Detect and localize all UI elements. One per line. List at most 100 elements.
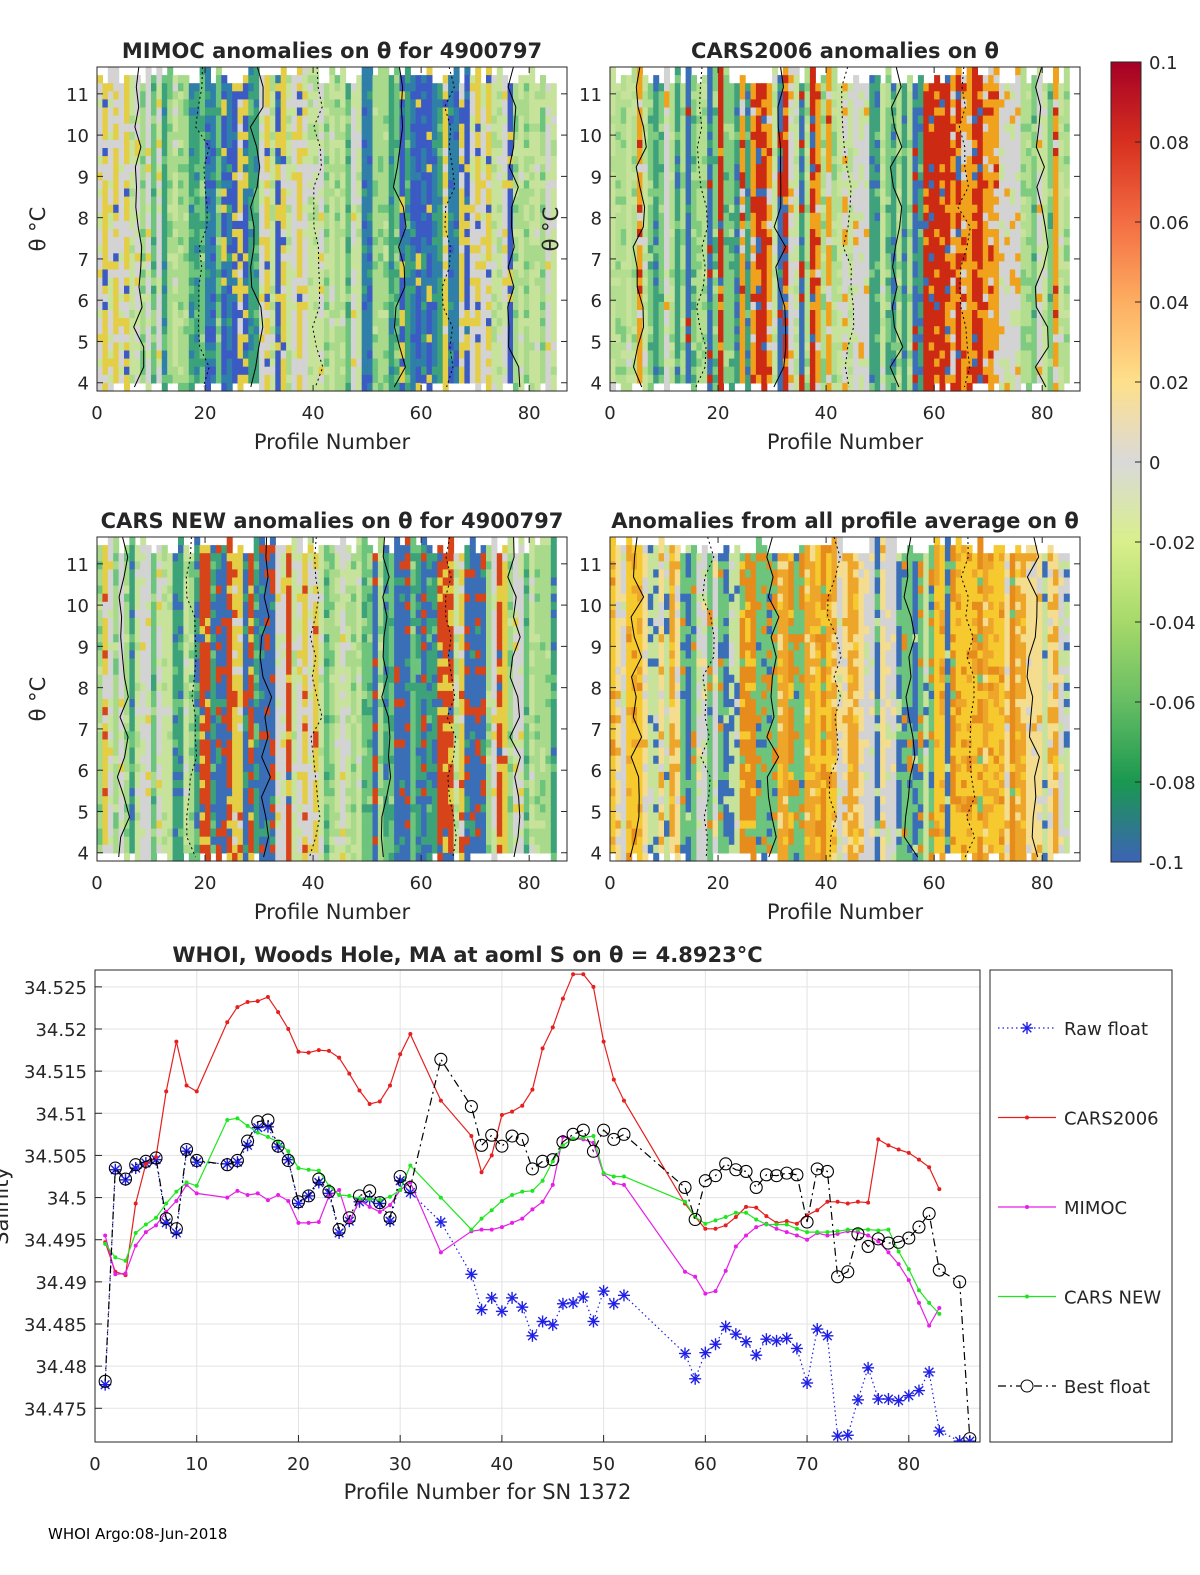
heatmap-cell	[421, 83, 428, 92]
heatmap-cell	[626, 382, 633, 392]
heatmap-cell	[296, 342, 303, 352]
heatmap-cell	[496, 107, 503, 117]
heatmap-cell	[340, 67, 347, 76]
heatmap-cell	[502, 91, 509, 100]
heatmap-cell	[788, 293, 795, 303]
heatmap-cell	[237, 123, 244, 133]
heatmap-cell	[313, 310, 320, 319]
heatmap-cell	[496, 350, 503, 360]
heatmap-cell	[221, 204, 228, 214]
heatmap-cell	[291, 172, 298, 181]
heatmap-cell	[782, 148, 789, 157]
heatmap-cell	[626, 204, 633, 214]
heatmap-cell	[529, 358, 536, 368]
heatmap-cell	[302, 83, 309, 92]
heatmap-cell	[610, 366, 616, 376]
heatmap-cell	[172, 188, 179, 198]
heatmap-cell	[728, 318, 735, 327]
heatmap-cell	[437, 310, 444, 319]
heatmap-cell	[631, 123, 638, 133]
heatmap-cell	[307, 229, 314, 238]
heatmap-cell	[464, 196, 471, 206]
heatmap-cell	[685, 237, 692, 246]
heatmap-cell	[804, 374, 811, 384]
heatmap-cell	[340, 366, 347, 376]
heatmap-cell	[156, 139, 163, 149]
heatmap-cell	[172, 180, 179, 190]
heatmap-cell	[118, 366, 125, 376]
heatmap-cell	[826, 269, 833, 279]
heatmap-cell	[826, 237, 833, 246]
heatmap-cell	[685, 148, 692, 157]
heatmap-cell	[232, 374, 239, 384]
heatmap-cell	[626, 342, 633, 352]
heatmap-cell	[502, 204, 509, 214]
heatmap-cell	[183, 342, 190, 352]
heatmap-cell	[545, 374, 552, 384]
heatmap-cell	[540, 164, 546, 173]
heatmap-cell	[820, 164, 827, 173]
heatmap-cell	[291, 204, 298, 214]
heatmap-cell	[615, 180, 622, 190]
heatmap-cell	[318, 293, 325, 303]
heatmap-cell	[761, 310, 768, 319]
heatmap-cell	[237, 334, 244, 343]
heatmap-cell	[367, 293, 374, 303]
heatmap-cell	[772, 67, 779, 76]
heatmap-cell	[750, 91, 757, 100]
heatmap-cell	[361, 245, 368, 254]
heatmap-cell	[410, 374, 417, 384]
heatmap-cell	[696, 148, 703, 157]
heatmap-cell	[242, 261, 249, 271]
heatmap-cell	[788, 131, 795, 141]
heatmap-cell	[226, 366, 233, 376]
heatmap-cell	[464, 301, 471, 311]
heatmap-cell	[685, 301, 692, 311]
heatmap-cell	[464, 366, 471, 376]
heatmap-cell	[259, 91, 266, 100]
heatmap-cell	[394, 204, 401, 214]
heatmap-cell	[394, 293, 401, 303]
heatmap-cell	[372, 220, 379, 230]
heatmap-cell	[291, 277, 298, 287]
heatmap-cell	[118, 318, 125, 327]
heatmap-cell	[620, 196, 627, 206]
heatmap-cell	[97, 107, 103, 117]
heatmap-cell	[809, 269, 816, 279]
heatmap-cell	[815, 285, 822, 295]
heatmap-cell	[658, 301, 665, 311]
heatmap-cell	[145, 123, 152, 133]
heatmap-cell	[399, 366, 406, 376]
heatmap-cell	[772, 139, 779, 149]
heatmap-cell	[664, 212, 670, 222]
heatmap-cell	[739, 204, 746, 214]
heatmap-cell	[237, 107, 244, 117]
heatmap-cell	[491, 261, 498, 271]
heatmap-cell	[124, 212, 130, 222]
heatmap-cell	[469, 164, 476, 173]
heatmap-cell	[496, 75, 503, 84]
heatmap-cell	[275, 374, 282, 384]
heatmap-cell	[388, 172, 395, 181]
heatmap-cell	[194, 172, 201, 181]
heatmap-cell	[809, 220, 816, 230]
heatmap-cell	[615, 374, 622, 384]
heatmap-cell	[658, 269, 665, 279]
heatmap-cell	[356, 204, 363, 214]
heatmap-cell	[232, 131, 239, 141]
heatmap-cell	[507, 172, 514, 181]
heatmap-cell	[188, 91, 195, 100]
heatmap-cell	[102, 220, 109, 230]
heatmap-cell	[723, 358, 730, 368]
heatmap-cell	[372, 245, 379, 254]
heatmap-cell	[653, 156, 660, 165]
heatmap-cell	[637, 172, 643, 181]
heatmap-cell	[772, 334, 779, 343]
heatmap-cell	[755, 220, 762, 230]
heatmap-cell	[383, 326, 390, 335]
heatmap-cell	[545, 220, 552, 230]
heatmap-cell	[712, 188, 719, 198]
heatmap-cell	[486, 188, 492, 198]
heatmap-cell	[329, 196, 336, 206]
heatmap-cell	[761, 204, 768, 214]
